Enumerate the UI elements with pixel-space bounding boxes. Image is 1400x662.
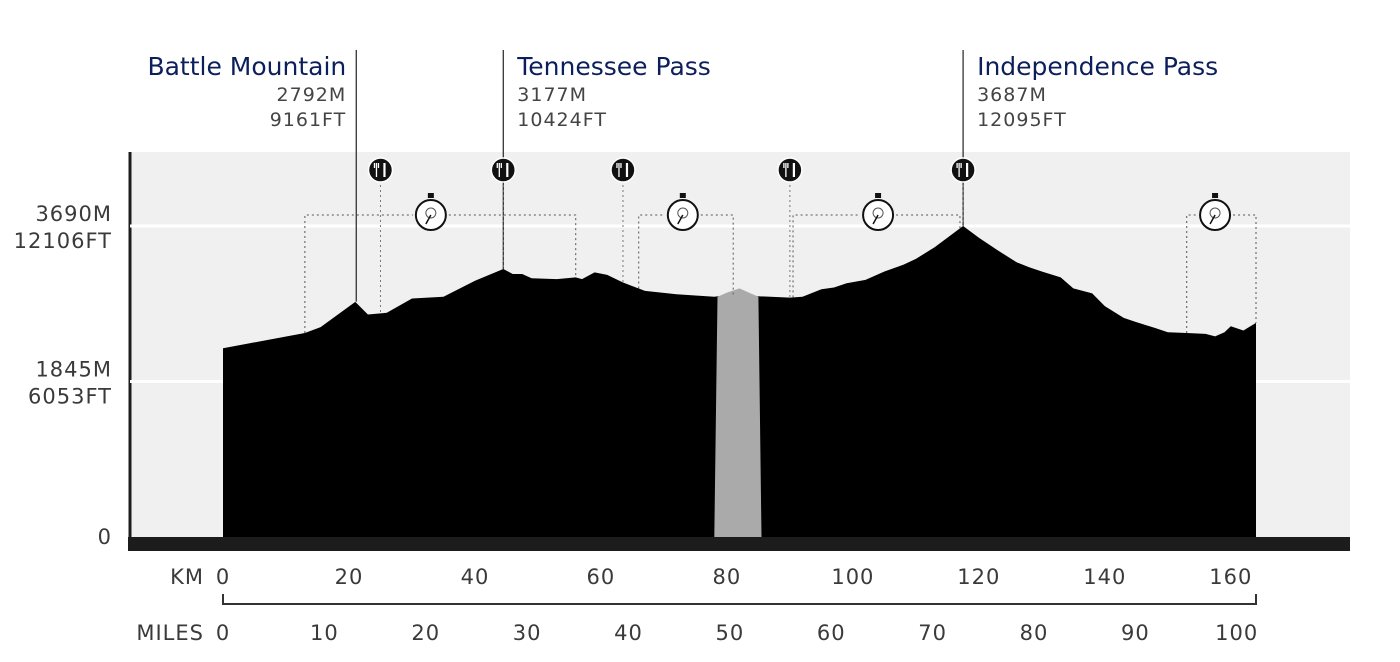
miles-tick-label: 0	[216, 621, 230, 645]
pass-elevation-meters: 3687M	[977, 84, 1047, 106]
fork-knife-icon	[367, 157, 394, 183]
aid-icon-badge	[610, 157, 636, 183]
miles-tick-label: 10	[310, 621, 339, 645]
checkpoint-bracket-right	[448, 214, 577, 278]
miles-tick-label: 20	[411, 621, 440, 645]
checkpoint-bracket-left	[304, 214, 413, 334]
pass-annotations: Battle Mountain 2792M 9161FT Tennessee Pass…	[147, 52, 1218, 131]
miles-tick-label: 80	[1020, 621, 1049, 645]
checkpoint-bracket-right	[896, 214, 961, 229]
pass-name-label: Battle Mountain	[147, 52, 346, 81]
fork-knife-icon	[777, 157, 803, 183]
fork-shape	[956, 163, 962, 177]
fork-shape	[616, 163, 622, 177]
y-tick-label: 0	[98, 525, 112, 549]
fork-shape	[783, 163, 789, 177]
pass-name-label: Tennessee Pass	[516, 52, 711, 81]
fork-shape	[373, 163, 380, 177]
stopwatch-hand	[425, 214, 432, 225]
y-tick-label-feet: 6053FT	[28, 385, 112, 409]
fork-shape	[496, 163, 502, 177]
pass-elevation-feet: 9161FT	[270, 109, 347, 131]
pass-name-label: Independence Pass	[977, 52, 1218, 81]
km-tick-label: 20	[335, 565, 364, 589]
km-tick-label: 40	[461, 565, 490, 589]
miles-tick-label: 100	[1215, 621, 1258, 645]
stopwatch-dial	[872, 207, 884, 219]
miles-tick-label: 90	[1121, 621, 1150, 645]
aid-icon-badge	[777, 157, 803, 183]
km-tick-label: 160	[1209, 565, 1252, 589]
aid-icon-badge	[490, 157, 517, 183]
stopwatch-crown	[427, 193, 434, 198]
pass-elevation-meters: 3177M	[517, 84, 587, 106]
fork-knife-icon	[490, 157, 517, 183]
checkpoint-bracket-right	[700, 214, 734, 295]
km-tick-label: 120	[957, 565, 1000, 589]
fork-knife-icon	[610, 157, 636, 183]
fork-knife-icon	[950, 157, 976, 183]
stopwatch-icon	[1199, 193, 1232, 231]
pass-elevation-feet: 10424FT	[517, 109, 607, 131]
y-tick-label-meters: 3690M	[35, 202, 112, 226]
y-tick-label-feet: 12106FT	[14, 229, 112, 253]
km-tick-label: 100	[831, 565, 874, 589]
stopwatch-crown	[679, 193, 686, 198]
aid-icon-badge	[367, 157, 394, 183]
miles-tick-label: 30	[513, 621, 542, 645]
stopwatch-dial	[677, 207, 689, 219]
km-tick-label: 140	[1083, 565, 1126, 589]
km-tick-label: 0	[216, 565, 230, 589]
km-tick-label: 60	[587, 565, 616, 589]
stopwatch-hand	[1209, 214, 1216, 225]
stopwatch-icon	[666, 193, 699, 231]
miles-tick-label: 50	[715, 621, 744, 645]
checkpoint-bracket-left	[638, 214, 665, 289]
pass-elevation-meters: 2792M	[277, 84, 347, 106]
y-tick-labels: 0 1845M 6053FT 3690M 12106FT	[14, 202, 112, 549]
stopwatch-hand	[872, 214, 879, 225]
stopwatch-dial	[1209, 207, 1221, 219]
km-axis-label: KM	[170, 565, 204, 589]
stopwatch-dial	[425, 207, 437, 219]
stopwatch-icon	[862, 193, 895, 231]
neutral-zone-area	[714, 288, 762, 537]
stopwatch-icon	[414, 193, 447, 231]
stopwatch-hand	[677, 214, 684, 225]
y-tick-label-meters: 1845M	[35, 358, 112, 382]
km-tick-label: 80	[713, 565, 742, 589]
baseline-bar	[128, 537, 1350, 551]
miles-tick-label: 60	[817, 621, 846, 645]
scale-bracket	[222, 594, 1257, 605]
stopwatch-crown	[1212, 193, 1219, 198]
miles-tick-label: 40	[614, 621, 643, 645]
aid-stations	[367, 157, 976, 314]
pass-elevation-feet: 12095FT	[977, 109, 1067, 131]
timing-checkpoints	[304, 193, 1257, 334]
miles-axis-label: MILES	[136, 621, 204, 645]
aid-icon-badge	[950, 157, 976, 183]
x-axes: KM MILES 0 20 40 60 80 100 120 140 160 0 10 20 30 40 5…	[136, 565, 1258, 645]
elevation-area	[223, 226, 1256, 537]
miles-tick-label: 70	[918, 621, 947, 645]
stopwatch-crown	[875, 193, 882, 198]
